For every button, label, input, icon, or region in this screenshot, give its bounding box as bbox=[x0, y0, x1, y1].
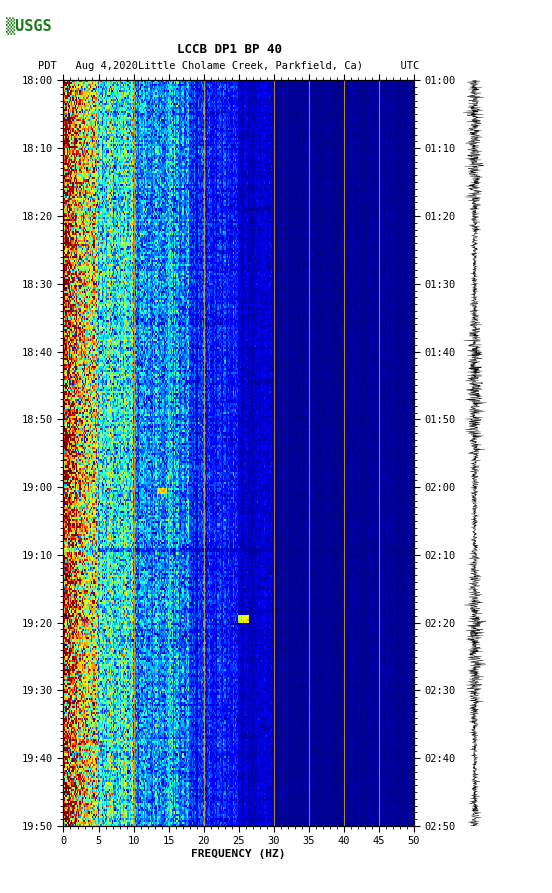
Text: LCCB DP1 BP 40: LCCB DP1 BP 40 bbox=[177, 43, 282, 56]
Text: PDT   Aug 4,2020Little Cholame Creek, Parkfield, Ca)      UTC: PDT Aug 4,2020Little Cholame Creek, Park… bbox=[39, 62, 420, 71]
X-axis label: FREQUENCY (HZ): FREQUENCY (HZ) bbox=[192, 849, 286, 859]
Text: ▒USGS: ▒USGS bbox=[6, 18, 51, 36]
